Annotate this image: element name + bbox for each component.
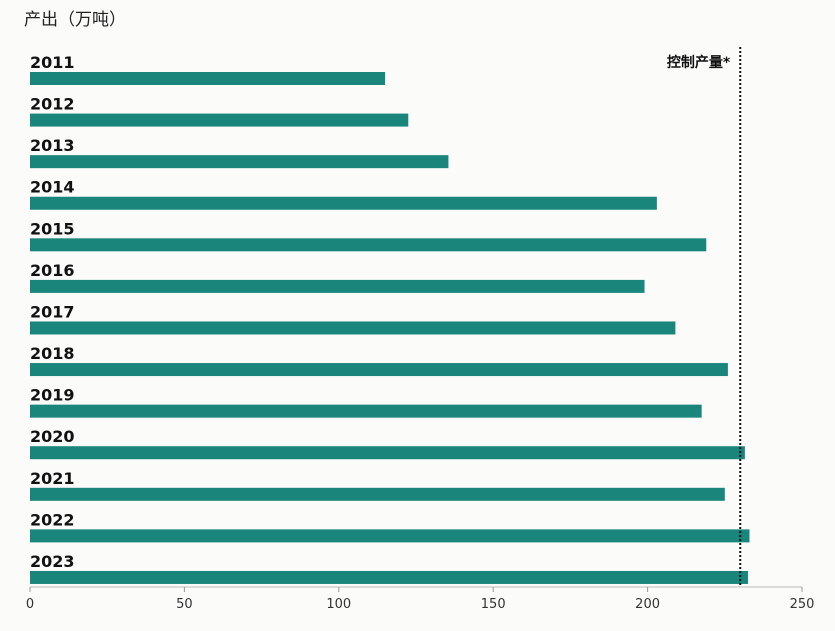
bar (30, 321, 676, 335)
category-label: 2017 (30, 302, 75, 321)
x-tick-label: 50 (176, 597, 193, 612)
x-tick-label: 100 (326, 597, 351, 612)
bars-layer: 2011 2012 2013 2014 2015 2016 2017 2018 2019 2020… (30, 53, 750, 584)
bar (30, 570, 748, 584)
reference-line-group: 控制产量* (667, 47, 742, 587)
x-tick-label: 0 (26, 597, 34, 612)
bar (30, 404, 702, 418)
category-label: 2012 (30, 95, 75, 114)
x-axis: 0 50 100 150 200 250 (26, 586, 815, 612)
category-label: 2021 (30, 469, 75, 488)
y-unit-label: 产出（万吨） (24, 10, 126, 30)
x-tick-label: 250 (790, 597, 815, 612)
category-label: 2020 (30, 427, 75, 446)
category-label: 2022 (30, 510, 75, 529)
bar (30, 196, 657, 210)
category-label: 2013 (30, 136, 75, 155)
category-label: 2011 (30, 53, 75, 72)
category-label: 2018 (30, 344, 75, 363)
category-label: 2015 (30, 219, 75, 238)
bar (30, 446, 745, 460)
bar (30, 363, 728, 377)
bar (30, 155, 449, 169)
bar (30, 238, 707, 252)
category-label: 2014 (30, 178, 75, 197)
bar (30, 72, 386, 85)
category-label: 2023 (30, 552, 75, 571)
bar (30, 487, 725, 501)
x-tick-label: 200 (635, 597, 660, 612)
bar (30, 113, 409, 127)
category-label: 2019 (30, 386, 75, 405)
category-label: 2016 (30, 261, 75, 280)
reference-line-label: 控制产量* (667, 54, 731, 71)
bar (30, 529, 750, 543)
x-tick-label: 150 (481, 597, 506, 612)
bar (30, 279, 645, 293)
